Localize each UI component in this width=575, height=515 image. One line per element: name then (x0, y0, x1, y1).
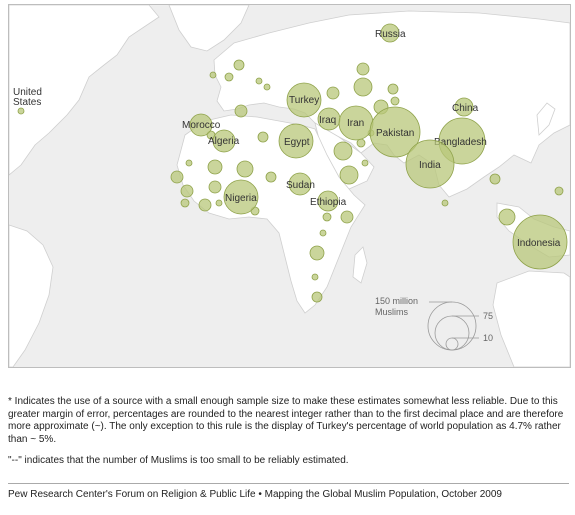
map-canvas: Russia United States Turkey Iraq Iran Pa… (9, 5, 570, 367)
asterisk-note: * Indicates the use of a source with a s… (8, 396, 564, 445)
country-bubble[interactable] (215, 199, 223, 207)
bubble-nigeria[interactable] (223, 179, 259, 215)
label-india: India (419, 160, 441, 171)
country-bubble[interactable] (353, 77, 373, 97)
country-bubble[interactable] (180, 198, 190, 208)
country-bubble[interactable] (257, 131, 269, 143)
label-china: China (452, 103, 479, 114)
bubble-russia[interactable] (380, 23, 400, 43)
country-bubble[interactable] (234, 104, 248, 118)
country-bubble[interactable] (311, 291, 323, 303)
australia-land (492, 270, 570, 367)
label-ethiopia: Ethiopia (310, 197, 347, 208)
country-bubble[interactable] (554, 186, 564, 196)
country-bubble[interactable] (311, 273, 319, 281)
legend-title-line1: 150 million (375, 296, 418, 306)
country-bubble[interactable] (233, 59, 245, 71)
country-bubble[interactable] (340, 210, 354, 224)
legend-value-75: 75 (483, 311, 493, 321)
label-iran: Iran (347, 118, 364, 129)
dash-note: "--" indicates that the number of Muslim… (8, 455, 349, 466)
madagascar-land (352, 246, 368, 284)
bubble-morocco[interactable] (189, 113, 213, 137)
south-america-land (9, 224, 54, 367)
country-bubble[interactable] (208, 180, 222, 194)
legend-circle-150 (427, 301, 477, 351)
size-legend: 150 million Muslims 75 10 (375, 296, 493, 351)
label-united-states-1: United (13, 87, 42, 98)
label-algeria: Algeria (208, 136, 240, 147)
bubble-turkey[interactable] (286, 82, 322, 118)
country-bubble[interactable] (255, 77, 263, 85)
label-pakistan: Pakistan (376, 128, 414, 139)
label-united-states-2: States (13, 97, 41, 108)
country-bubble[interactable] (263, 83, 271, 91)
source-credit: Pew Research Center's Forum on Religion … (8, 489, 502, 500)
country-bubble[interactable] (236, 160, 254, 178)
bubble-united-states[interactable] (17, 107, 25, 115)
label-sudan: Sudan (286, 180, 315, 191)
label-egypt: Egypt (284, 137, 310, 148)
africa-land (176, 114, 366, 314)
bubble-pakistan[interactable] (369, 106, 421, 158)
label-morocco: Morocco (182, 120, 221, 131)
bubble-egypt[interactable] (278, 123, 314, 159)
label-nigeria: Nigeria (225, 193, 257, 204)
country-bubble[interactable] (185, 159, 193, 167)
bubble-indonesia[interactable] (512, 214, 568, 270)
bubble-sudan[interactable] (288, 172, 312, 196)
country-bubble[interactable] (339, 165, 359, 185)
country-bubble[interactable] (356, 62, 370, 76)
footnotes: * Indicates the use of a source with a s… (8, 396, 573, 477)
country-bubble[interactable] (441, 199, 449, 207)
country-bubble[interactable] (170, 170, 184, 184)
country-bubble[interactable] (322, 212, 332, 222)
greenland-land (168, 5, 250, 52)
country-bubble[interactable] (207, 159, 223, 175)
divider (8, 483, 569, 484)
label-russia: Russia (375, 29, 406, 40)
label-iraq: Iraq (319, 115, 336, 126)
bubble-ethiopia[interactable] (317, 190, 339, 212)
country-bubble[interactable] (390, 96, 400, 106)
legend-circle-10 (445, 337, 459, 351)
country-bubble[interactable] (489, 173, 501, 185)
world-map: Russia United States Turkey Iraq Iran Pa… (8, 4, 571, 368)
country-bubble[interactable] (209, 71, 217, 79)
label-bangladesh: Bangladesh (434, 137, 487, 148)
country-bubble[interactable] (326, 86, 340, 100)
country-bubble[interactable] (498, 208, 516, 226)
north-america-land (9, 5, 160, 176)
bubble-india[interactable] (405, 139, 455, 189)
country-bubble[interactable] (309, 245, 325, 261)
labeled-bubbles: Russia United States Turkey Iraq Iran Pa… (13, 23, 568, 270)
country-bubble[interactable] (361, 159, 369, 167)
country-bubble[interactable] (265, 171, 277, 183)
label-turkey: Turkey (289, 95, 319, 106)
country-bubble[interactable] (387, 83, 399, 95)
legend-value-10: 10 (483, 333, 493, 343)
bubble-china[interactable] (454, 97, 474, 117)
japan-land (536, 102, 556, 136)
legend-circle-75 (434, 315, 470, 351)
country-bubble[interactable] (224, 72, 234, 82)
country-bubble[interactable] (180, 184, 194, 198)
unlabeled-bubbles (170, 59, 564, 303)
bubble-algeria[interactable] (212, 129, 236, 153)
legend-title-line2: Muslims (375, 307, 408, 317)
country-bubble[interactable] (198, 198, 212, 212)
country-bubble[interactable] (333, 141, 353, 161)
country-bubble[interactable] (319, 229, 327, 237)
label-indonesia: Indonesia (517, 238, 561, 249)
